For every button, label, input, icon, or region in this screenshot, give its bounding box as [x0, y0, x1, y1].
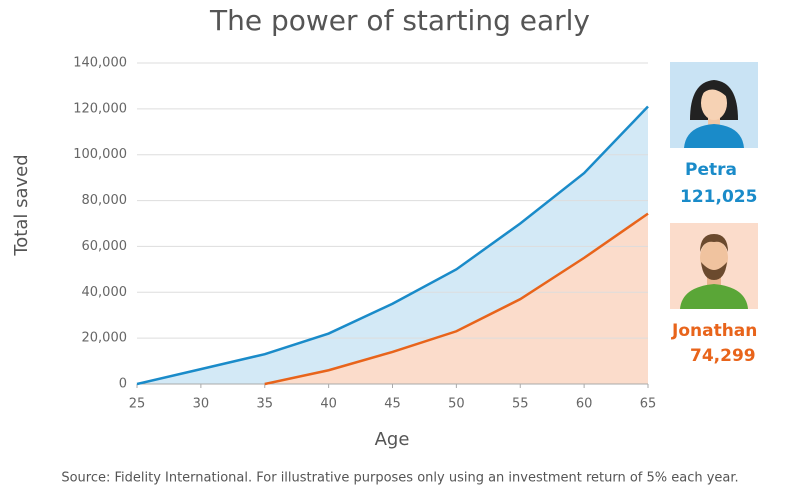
x-tick-label: 30: [193, 397, 210, 412]
y-tick-label: 80,000: [82, 193, 128, 208]
y-tick-label: 140,000: [73, 56, 127, 71]
area: [264, 213, 648, 384]
plot: 0 20,000 40,000 60,000 80,000 100,000 120,000 1…: [73, 56, 757, 412]
y-tick-label: 120,000: [73, 101, 127, 116]
source-note: Source: Fidelity International. For illu…: [61, 471, 738, 486]
x-tick-label: 40: [320, 397, 337, 412]
value-label: 121,025: [680, 187, 757, 207]
jonathan-portrait: [670, 223, 758, 309]
series-name: Jonathan: [671, 321, 757, 341]
series-line: [136, 105, 649, 386]
y-axis-label: Total saved: [11, 154, 32, 256]
x-tick-label: 35: [256, 397, 273, 412]
petra-portrait: [670, 62, 758, 148]
x-axis-label: Age: [375, 429, 410, 450]
y-tick-label: 60,000: [82, 239, 128, 254]
x-tick-label: 65: [640, 397, 657, 412]
value-label: 74,299: [690, 346, 756, 366]
y-tick-label: 20,000: [82, 331, 128, 346]
x-tick-label: 25: [129, 397, 146, 412]
y-tick-label: 0: [119, 377, 127, 392]
x-tick-label: 60: [576, 397, 593, 412]
series-line: [264, 212, 649, 386]
series-name: Petra: [685, 160, 737, 180]
y-tick-label: 40,000: [82, 285, 128, 300]
x-tick-label: 50: [448, 397, 465, 412]
y-tick-label: 100,000: [73, 147, 127, 162]
chart-title: The power of starting early: [209, 4, 590, 37]
x-tick-label: 45: [384, 397, 401, 412]
x-tick-label: 55: [512, 397, 529, 412]
